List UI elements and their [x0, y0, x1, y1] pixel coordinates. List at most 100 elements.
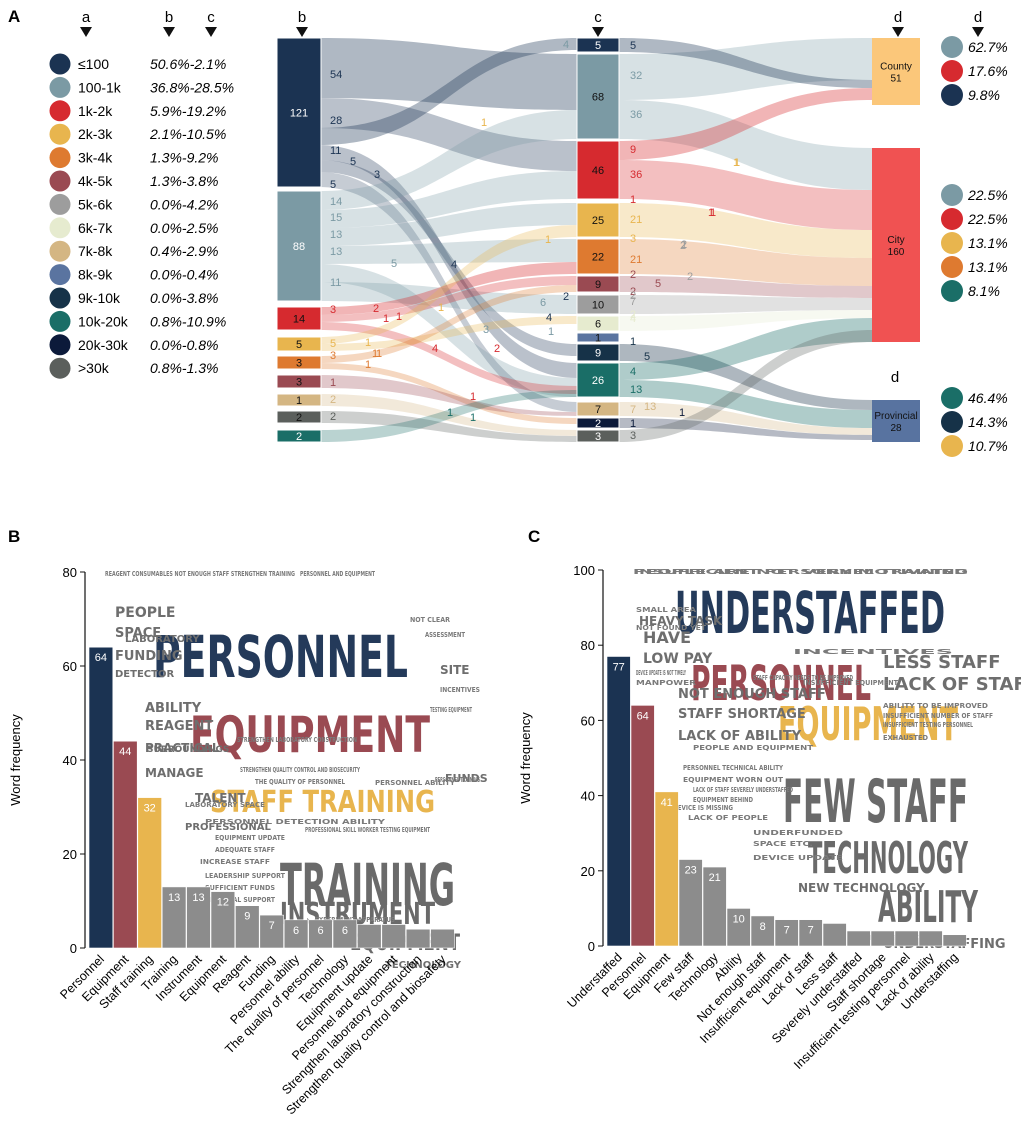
legend-swatch — [49, 100, 71, 122]
sankey-node-mid — [576, 315, 620, 332]
cloud-word-big: TECHNOLOGY — [808, 833, 969, 884]
sankey-node-mid-label: 10 — [592, 300, 604, 312]
sankey-flow — [619, 100, 872, 190]
legend-swatch — [49, 287, 71, 309]
bar — [606, 656, 631, 947]
panel-b: B PERSONNEL EQUIPMENT STAFF TRAINING TRAINI… — [0, 520, 510, 1134]
sankey-node-right — [872, 400, 920, 442]
flow-label: 4 — [563, 39, 569, 51]
sankey-node-left-label: 121 — [290, 108, 308, 120]
cloud-word-small: DEVICE IS MISSING — [673, 804, 733, 812]
bar-chart-b: B PERSONNEL EQUIPMENT STAFF TRAINING TRAINI… — [8, 527, 488, 1117]
bar — [88, 646, 114, 949]
legend-range: 0.0%-0.4% — [150, 267, 218, 283]
panel-c-label: C — [528, 527, 540, 546]
arrow-down-icon — [296, 27, 308, 37]
cloud-word-big: PERSONNEL — [153, 623, 408, 691]
pct-label: 17.6% — [968, 63, 1008, 79]
sankey-flow — [619, 318, 872, 380]
sankey-node-mid-label: 68 — [592, 92, 604, 104]
pct-label: 8.1% — [968, 283, 1000, 299]
cloud-word-small: TESTING EQUIPMENT — [430, 706, 472, 714]
bar — [654, 791, 679, 947]
sankey-flow — [319, 38, 577, 110]
bar — [210, 891, 236, 949]
sankey-node-mid-label: 6 — [595, 319, 601, 331]
flow-label: 1 — [545, 234, 551, 246]
cloud-word-medium: LOW PAY — [643, 651, 713, 667]
sankey-flow — [619, 88, 872, 160]
flow-label: 28 — [330, 115, 342, 127]
sankey-node-mid-label: 25 — [592, 215, 604, 227]
sankey-node-left — [276, 429, 322, 443]
cloud-word-small: ASSESSMENT — [425, 631, 465, 639]
bar-value-label: 32 — [144, 803, 156, 815]
y-tick-label: 60 — [581, 713, 595, 728]
flow-label: 3 — [330, 304, 336, 316]
cloud-word-small: PERSONNEL TRAINING — [435, 776, 480, 784]
pct-label: 13.1% — [968, 235, 1008, 251]
bar-value-label: 23 — [685, 865, 697, 877]
flow-label: 1 — [708, 207, 714, 219]
cloud-word-small: DEVICE UPDATE IS NOT TIMELY — [636, 669, 686, 677]
flow-label: 1 — [710, 207, 716, 219]
pct-swatch — [941, 232, 963, 254]
cloud-word-small: EXHAUSTED — [883, 734, 928, 742]
pct-swatch — [941, 60, 963, 82]
bar — [308, 919, 333, 949]
sankey-node-mid — [576, 294, 620, 315]
sankey-node-left-label: 88 — [293, 241, 305, 253]
flow-label: 36 — [630, 169, 642, 181]
sankey-node-left-label: 2 — [296, 431, 302, 443]
flow-label: 1 — [630, 194, 636, 206]
flow-label: 4 — [432, 343, 438, 355]
y-tick-label: 40 — [63, 753, 77, 768]
legend-name: 4k-5k — [78, 173, 113, 189]
cloud-word-small: LEADERSHIP SUPPORT — [205, 872, 285, 880]
cloud-word-small: SUFFICIENT FUNDS — [205, 884, 275, 892]
sankey-node-left — [276, 336, 322, 352]
pct-label: 22.5% — [967, 187, 1008, 203]
flow-label: 2 — [680, 240, 686, 252]
flow-label: 1 — [372, 348, 378, 360]
sankey-node-right-name: County — [880, 62, 912, 73]
cloud-word-medium: SPACE — [115, 626, 161, 641]
sankey-flow — [619, 402, 872, 435]
sankey-figure: A a b c ≤100 50.6%-2.1% 100-1k 36.8%-28.5% 1… — [8, 7, 1008, 457]
bar — [332, 919, 358, 949]
cloud-word-medium: LABORATORY — [125, 634, 200, 645]
bar — [750, 915, 775, 947]
pct-swatch — [941, 411, 963, 433]
sankey-node-left — [276, 410, 322, 424]
sankey-flow — [619, 38, 872, 100]
flow-label: 2 — [630, 309, 636, 321]
cloud-word-big: EQUIPMENT — [778, 697, 958, 751]
bar — [726, 908, 751, 947]
cloud-word-small: INCREASE STAFF — [200, 858, 270, 866]
legend-swatch — [49, 357, 71, 379]
sankey-node-mid-label: 46 — [592, 165, 604, 177]
bar-value-label: 41 — [661, 797, 673, 809]
flow-label: 5 — [391, 258, 397, 270]
bar — [822, 923, 847, 947]
cloud-word-big: FEW STAFF — [783, 767, 968, 837]
sankey-flow — [319, 172, 577, 412]
sankey-node-mid-label: 9 — [595, 279, 601, 291]
flow-label: 1 — [383, 313, 389, 325]
sankey-nodes: 121881453312256846252291061926723County5… — [276, 37, 920, 443]
bar-value-label: 64 — [637, 710, 649, 722]
cloud-word-big: UNDERSTAFFED — [675, 579, 945, 647]
sankey-node-mid-label: 9 — [595, 348, 601, 360]
node-column-header-b: b — [298, 9, 306, 26]
flow-label: 2 — [330, 394, 336, 406]
sankey-node-mid-label: 3 — [595, 431, 601, 443]
flow-label: 1 — [330, 377, 336, 389]
sankey-node-left — [276, 37, 322, 188]
flow-label: 2 — [494, 343, 500, 355]
flow-label: 1 — [396, 311, 402, 323]
legend-swatch — [49, 217, 71, 239]
bar — [430, 928, 455, 949]
word-cloud: PERSONNEL EQUIPMENT STAFF TRAINING TRAINING… — [105, 570, 488, 971]
